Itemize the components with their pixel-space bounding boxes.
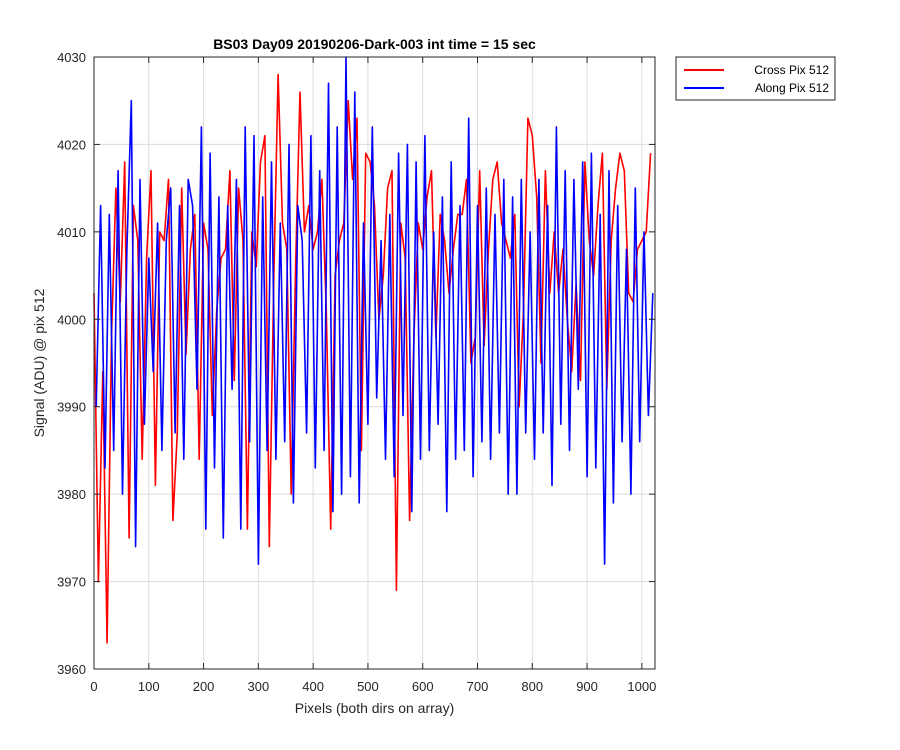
y-tick-label: 3980 xyxy=(57,487,86,502)
x-axis-label: Pixels (both dirs on array) xyxy=(295,700,455,716)
legend-entry-label: Cross Pix 512 xyxy=(754,63,829,77)
x-tick-label: 200 xyxy=(193,679,215,694)
x-tick-label: 500 xyxy=(357,679,379,694)
x-tick-label: 0 xyxy=(90,679,97,694)
y-tick-label: 3960 xyxy=(57,662,86,677)
series-line-cross-pix xyxy=(93,73,652,644)
y-tick-label: 4010 xyxy=(57,225,86,240)
x-tick-label: 800 xyxy=(521,679,543,694)
series-line-along-pix xyxy=(95,56,654,565)
y-tick-label: 3970 xyxy=(57,575,86,590)
x-tick-label: 1000 xyxy=(627,679,656,694)
x-tick-label: 600 xyxy=(412,679,434,694)
legend: Cross Pix 512 Along Pix 512 xyxy=(675,56,836,101)
series-layer xyxy=(93,56,654,644)
y-tick-label: 4000 xyxy=(57,312,86,327)
y-axis: 3960 3970 3980 3990 4000 4010 4020 4030 xyxy=(57,50,655,677)
chart-title: BS03 Day09 20190206-Dark-003 int time = … xyxy=(213,36,536,52)
x-axis: 0 100 200 300 400 500 600 700 800 900 1000 xyxy=(90,57,656,694)
x-tick-label: 400 xyxy=(302,679,324,694)
x-tick-label: 900 xyxy=(576,679,598,694)
y-axis-label: Signal (ADU) @ pix 512 xyxy=(31,288,47,437)
legend-box xyxy=(675,56,836,101)
plot-frame xyxy=(93,56,656,670)
x-tick-label: 300 xyxy=(248,679,270,694)
x-tick-label: 100 xyxy=(138,679,160,694)
x-tick-label: 700 xyxy=(467,679,489,694)
legend-entry-label: Along Pix 512 xyxy=(755,81,829,95)
y-tick-label: 4020 xyxy=(57,137,86,152)
y-tick-label: 3990 xyxy=(57,400,86,415)
y-tick-label: 4030 xyxy=(57,50,86,65)
